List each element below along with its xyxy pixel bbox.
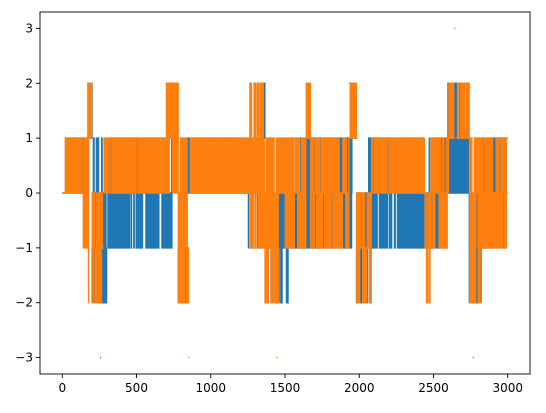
series-1-line-segment: [462, 137, 470, 194]
x-tick-label: 500: [125, 381, 148, 395]
series-2-line-segment: [448, 82, 455, 139]
series-2-line-segment: [249, 82, 265, 249]
series-2-line-segment: [177, 137, 190, 304]
series-2-line-segment: [370, 137, 426, 194]
series-2-line-segment: [430, 137, 450, 249]
x-tick-label: 0: [58, 381, 66, 395]
y-tick-label: 0: [25, 186, 33, 200]
y-tick-label: −1: [15, 241, 33, 255]
series-2-line-segment: [87, 82, 93, 304]
series-2-line-segment: [278, 137, 307, 249]
series-layer: [62, 27, 508, 359]
series-2-line-segment: [424, 192, 431, 304]
series-2-line-segment: [455, 82, 470, 139]
x-tick-label: 2500: [418, 381, 449, 395]
series-2-line-segment: [82, 137, 89, 249]
x-tick-label: 2000: [344, 381, 375, 395]
series-2-line-segment: [348, 82, 358, 139]
series-1-line-segment: [101, 192, 108, 304]
x-tick-label: 3000: [492, 381, 523, 395]
series-2-line-segment: [309, 137, 350, 249]
series-2-line-segment: [143, 137, 167, 194]
y-tick-label: −2: [15, 296, 33, 310]
series-2-line-segment: [264, 137, 280, 304]
series-2-line-segment: [103, 137, 145, 194]
series-2-line-segment: [189, 137, 251, 194]
y-tick-label: 1: [25, 131, 33, 145]
y-tick-label: 3: [25, 21, 33, 35]
x-tick-label: 1500: [270, 381, 301, 395]
x-tick-label: 1000: [195, 381, 226, 395]
y-tick-label: 2: [25, 76, 33, 90]
series-2-line-segment: [482, 137, 507, 249]
y-tick-label: −3: [15, 351, 33, 365]
series-1-line-segment: [446, 82, 464, 194]
tick-layer: 0 500 1000 1500 2000 2500 3000 −3 −2 −1 0 1 2 3: [15, 21, 523, 395]
series-1-line-segment: [150, 137, 173, 249]
series-2-line-segment: [64, 137, 84, 194]
series-2-line-segment: [355, 192, 372, 304]
series-2-line-segment: [305, 82, 311, 139]
series-2-line-segment: [91, 192, 104, 304]
series-2-line-segment: [165, 82, 179, 194]
series-2-line-segment: [468, 137, 484, 304]
